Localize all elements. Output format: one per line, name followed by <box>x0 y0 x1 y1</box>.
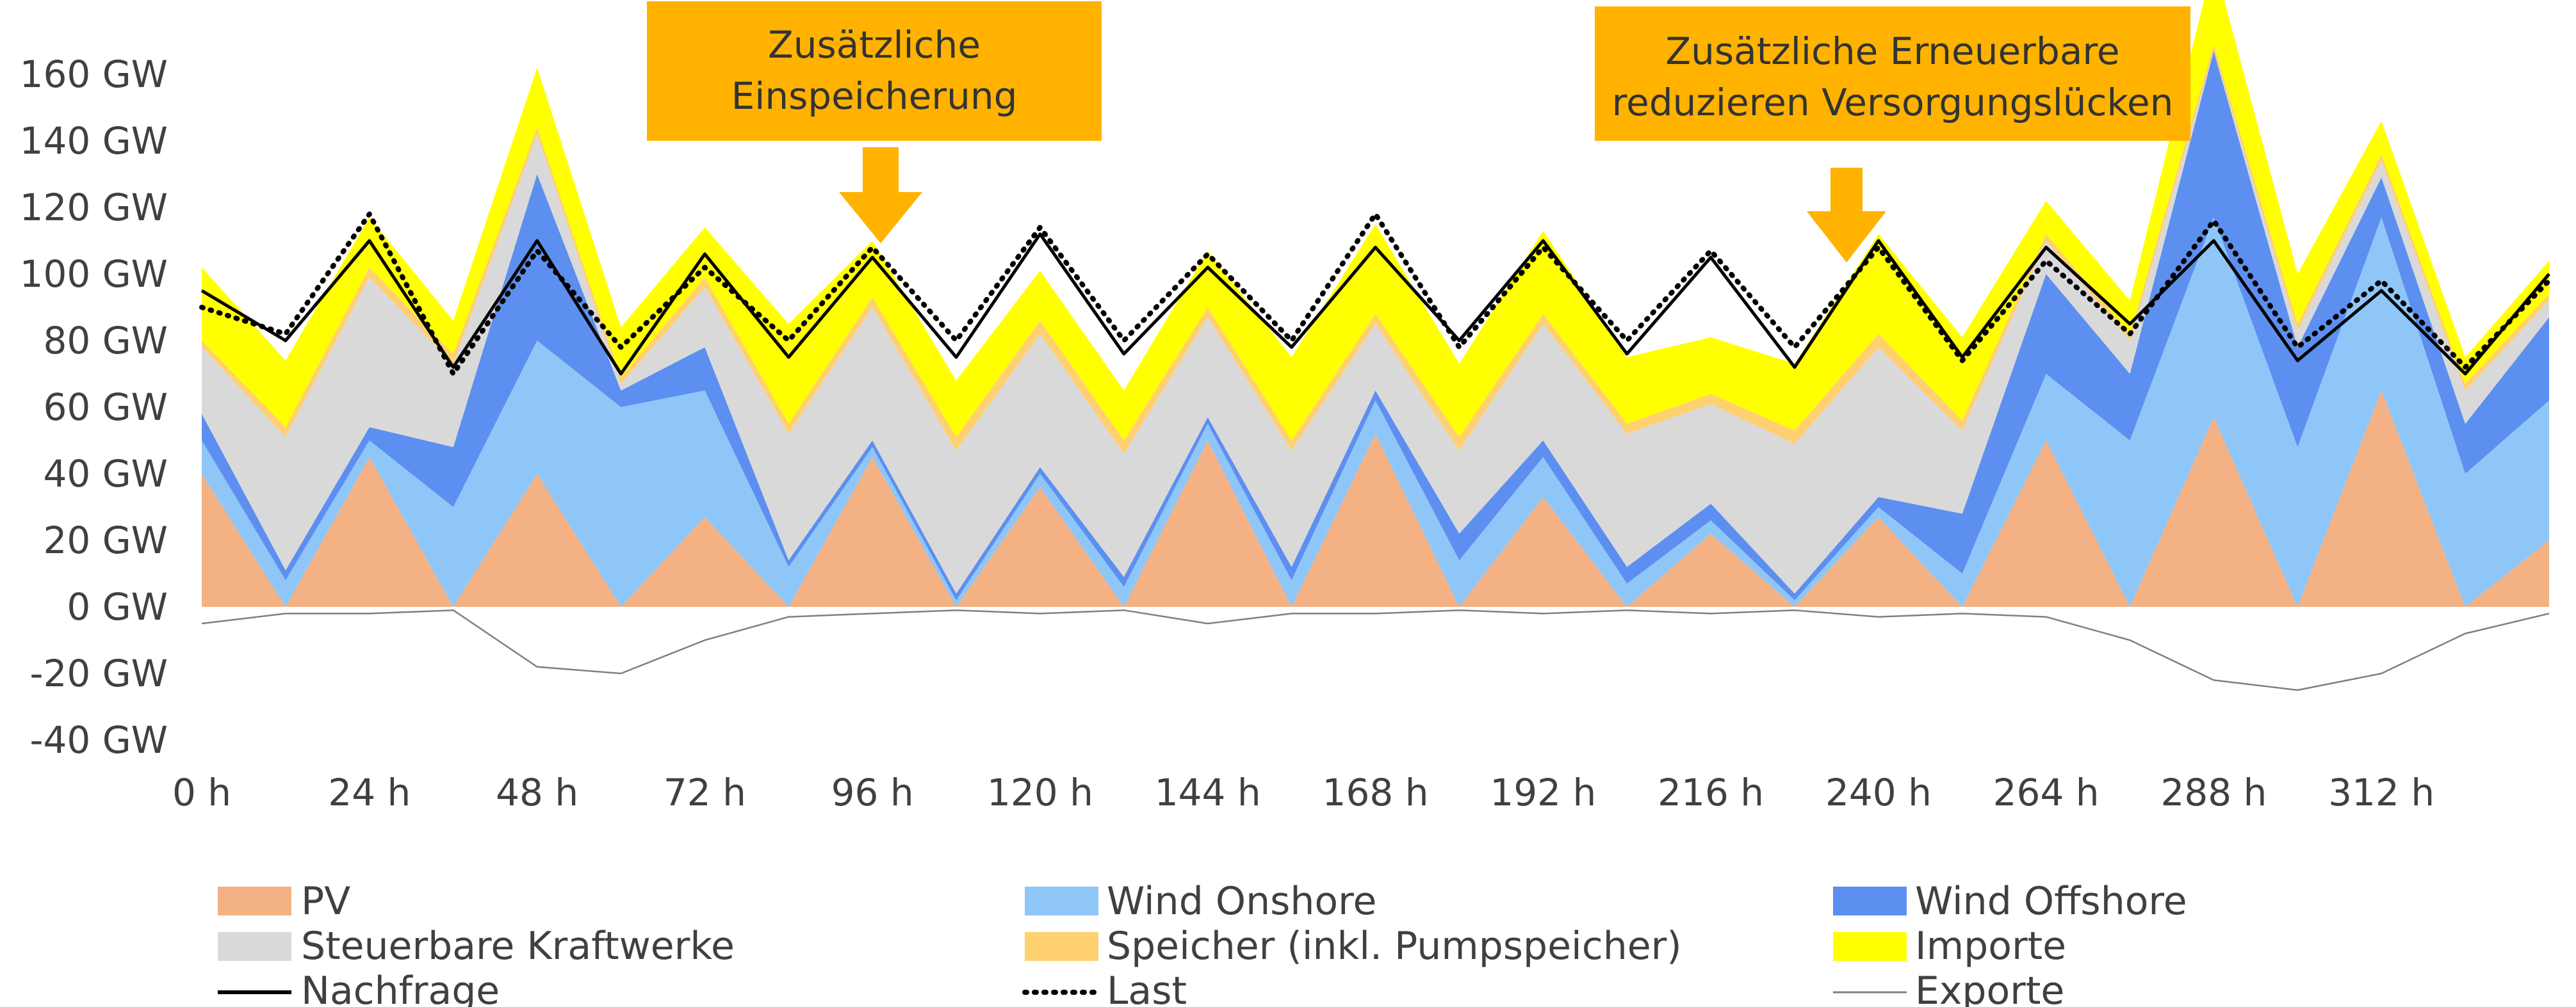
x-tick-label: 96 h <box>831 771 914 814</box>
x-tick-label: 48 h <box>496 771 578 814</box>
y-tick-label: 120 GW <box>20 186 168 229</box>
y-tick-label: -20 GW <box>30 652 168 695</box>
x-tick-label: 216 h <box>1658 771 1764 814</box>
y-tick-label: 20 GW <box>43 519 168 562</box>
legend-label: Importe <box>1915 924 2066 969</box>
legend-swatch <box>1025 932 1098 961</box>
line-exporte <box>201 609 2550 691</box>
legend-label: Steuerbare Kraftwerke <box>301 924 735 969</box>
area-importe <box>202 0 2549 440</box>
legend-swatch <box>218 887 291 915</box>
annotation-erneuerbare: Zusätzliche Erneuerbare reduzieren Verso… <box>1595 6 2190 262</box>
x-tick-label: 144 h <box>1155 771 1261 814</box>
legend-label: Wind Onshore <box>1107 879 1376 924</box>
legend-swatch <box>1833 887 1907 915</box>
legend-swatch <box>1833 932 1907 961</box>
x-tick-label: 0 h <box>172 771 231 814</box>
area-pv <box>202 391 2549 607</box>
legend-swatch <box>1025 887 1098 915</box>
annotation-einspeicherung: Zusätzliche Einspeicherung <box>647 1 1102 243</box>
y-axis: 160 GW 140 GW 120 GW 100 GW 80 GW 60 GW 40 GW 2… <box>20 52 168 762</box>
annotation-box <box>1595 6 2190 141</box>
stacked-areas <box>202 0 2549 608</box>
area-steuerbare-kraftwerke <box>202 51 2549 594</box>
x-tick-label: 24 h <box>328 771 411 814</box>
legend-label: Speicher (inkl. Pumpspeicher) <box>1107 924 1682 969</box>
line-last <box>199 211 2552 376</box>
x-tick-label: 240 h <box>1825 771 1932 814</box>
annotation-box <box>647 1 1102 141</box>
x-tick-label: 288 h <box>2160 771 2267 814</box>
arrow-down-icon <box>839 147 922 243</box>
legend-label: Wind Offshore <box>1915 879 2187 924</box>
x-tick-label: 312 h <box>2328 771 2434 814</box>
x-tick-label: 264 h <box>1993 771 2099 814</box>
y-tick-label: 40 GW <box>43 452 168 495</box>
y-tick-label: 60 GW <box>43 385 168 429</box>
x-tick-label: 72 h <box>664 771 746 814</box>
y-tick-label: 100 GW <box>20 252 168 296</box>
legend-label: Nachfrage <box>301 969 500 1007</box>
y-tick-label: 160 GW <box>20 52 168 96</box>
annotation-line: Einspeicherung <box>731 74 1018 118</box>
x-axis: 0 h 24 h 48 h 72 h 96 h 120 h 144 h 168 h 192 h 2… <box>172 771 2434 814</box>
x-tick-label: 168 h <box>1323 771 1429 814</box>
y-tick-label: 0 GW <box>67 585 168 629</box>
area-wind-onshore <box>202 217 2549 608</box>
y-tick-label: -40 GW <box>30 718 168 762</box>
legend: PV Wind Onshore Wind Offshore Steuerbare… <box>218 879 2187 1007</box>
area-wind-offshore <box>202 51 2549 600</box>
y-tick-label: 140 GW <box>20 119 168 163</box>
series-lines <box>199 211 2552 691</box>
legend-swatch <box>218 932 291 961</box>
legend-label: Last <box>1107 969 1187 1007</box>
x-tick-label: 120 h <box>987 771 1093 814</box>
x-tick-label: 192 h <box>1490 771 1596 814</box>
arrow-down-icon <box>1807 168 1886 262</box>
annotation-line: Zusätzliche <box>768 23 981 67</box>
y-tick-label: 80 GW <box>43 319 168 362</box>
legend-label: PV <box>301 879 350 924</box>
annotation-line: reduzieren Versorgungslücken <box>1612 81 2174 124</box>
annotation-line: Zusätzliche Erneuerbare <box>1665 29 2119 73</box>
legend-label: Exporte <box>1915 969 2064 1007</box>
